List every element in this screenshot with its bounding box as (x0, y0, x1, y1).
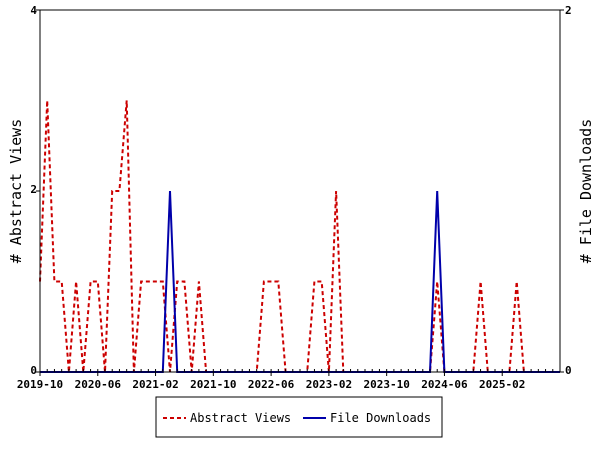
y-right-tick-label: 2 (565, 4, 572, 17)
x-tick-label: 2025-02 (479, 378, 525, 391)
y-left-tick-label: 0 (30, 364, 37, 377)
x-tick-label: 2023-02 (306, 378, 352, 391)
series-layer (39, 100, 560, 373)
series-line-file-downloads (40, 190, 560, 373)
x-tick-label: 2021-10 (190, 378, 236, 391)
legend: Abstract Views File Downloads (155, 396, 443, 438)
y-left-tick-label: 2 (30, 183, 37, 196)
legend-box (155, 396, 443, 438)
y-left-tick-label: 4 (30, 4, 37, 17)
x-tick-label: 2020-06 (75, 378, 122, 391)
x-tick-label: 2023-10 (363, 378, 409, 391)
axis-layer: 2019-10 2020-06 2021-02 2021-10 2022-06 2023-… (17, 4, 572, 391)
y-right-tick-label: 0 (565, 364, 572, 377)
legend-label-file-downloads: File Downloads (330, 411, 431, 425)
legend-label-abstract-views: Abstract Views (190, 411, 291, 425)
x-tick-label: 2019-10 (17, 378, 63, 391)
y-axis-right-title: # File Downloads (577, 119, 595, 264)
y-axis-left-title: # Abstract Views (7, 119, 25, 264)
x-tick-label: 2024-06 (421, 378, 468, 391)
series-line-abstract-views (39, 100, 560, 373)
x-tick-label: 2021-02 (132, 378, 178, 391)
x-tick-label: 2022-06 (248, 378, 295, 391)
